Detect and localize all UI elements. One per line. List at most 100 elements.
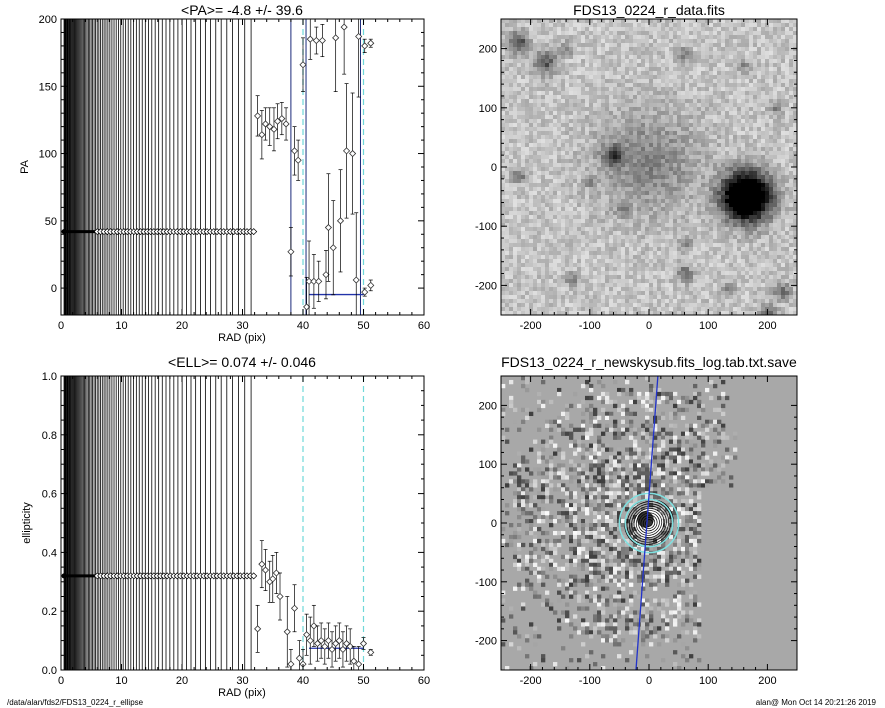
image-pixel <box>589 43 594 48</box>
image-pixel <box>661 51 666 56</box>
image-pixel <box>605 111 610 116</box>
image-pixel <box>613 47 618 52</box>
image-pixel <box>597 263 602 268</box>
image-pixel <box>689 55 694 60</box>
image-pixel <box>637 239 642 244</box>
image-pixel <box>533 211 538 216</box>
image-pixel <box>617 291 622 296</box>
image-pixel <box>513 43 518 48</box>
image-pixel <box>629 95 634 100</box>
image-pixel <box>581 183 586 188</box>
image-pixel <box>673 303 678 308</box>
image-pixel <box>621 159 626 164</box>
image-pixel <box>525 179 530 184</box>
x-tick-label: 50 <box>357 675 369 687</box>
image-pixel <box>689 271 694 276</box>
image-pixel <box>633 295 638 300</box>
image-pixel <box>617 91 622 96</box>
image-pixel <box>721 147 726 152</box>
image-pixel <box>673 235 678 240</box>
image-pixel <box>517 39 522 44</box>
image-pixel <box>605 167 610 172</box>
image-pixel <box>589 215 594 220</box>
image-pixel <box>669 207 674 212</box>
image-pixel <box>677 135 682 140</box>
data-point <box>317 637 325 645</box>
image-pixel <box>601 287 606 292</box>
image-pixel <box>665 63 670 68</box>
image-pixel <box>633 103 638 108</box>
image-pixel <box>577 51 582 56</box>
image-pixel <box>709 171 714 176</box>
image-pixel <box>665 87 670 92</box>
image-pixel <box>669 111 674 116</box>
image-pixel <box>597 127 602 132</box>
image-pixel <box>673 239 678 244</box>
center-marker <box>61 573 67 579</box>
image-pixel <box>541 219 546 224</box>
image-pixel <box>509 279 514 284</box>
y-tick-label: 100 <box>39 149 57 161</box>
image-pixel <box>513 279 518 284</box>
image-pixel <box>621 279 626 284</box>
image-pixel <box>537 79 542 84</box>
image-pixel <box>641 311 646 315</box>
image-pixel <box>621 135 626 140</box>
image-pixel <box>609 295 614 300</box>
image-pixel <box>509 115 514 120</box>
image-pixel <box>517 99 522 104</box>
image-pixel <box>505 123 510 128</box>
image-pixel <box>693 95 698 100</box>
image-pixel <box>713 199 718 204</box>
image-pixel <box>645 171 650 176</box>
image-pixel <box>501 219 506 224</box>
image-pixel <box>637 87 642 92</box>
data-point <box>367 39 375 47</box>
image-pixel <box>561 63 566 68</box>
image-pixel <box>673 263 678 268</box>
image-pixel <box>669 135 674 140</box>
image-pixel <box>621 115 626 120</box>
image-pixel <box>633 215 638 220</box>
image-pixel <box>577 219 582 224</box>
image-pixel <box>685 303 690 308</box>
image-pixel <box>541 55 546 60</box>
image-pixel <box>533 263 538 268</box>
image-pixel <box>573 211 578 216</box>
image-pixel <box>601 311 606 315</box>
image-pixel <box>713 39 718 44</box>
image-pixel <box>673 39 678 44</box>
image-pixel <box>693 303 698 308</box>
image-pixel <box>517 91 522 96</box>
image-pixel <box>593 183 598 188</box>
image-pixel <box>589 91 594 96</box>
image-pixel <box>581 279 586 284</box>
image-pixel <box>525 143 530 148</box>
image-pixel <box>697 155 702 160</box>
image-pixel <box>545 227 550 232</box>
image-pixel <box>645 175 650 180</box>
image-pixel <box>657 215 662 220</box>
image-pixel <box>557 187 562 192</box>
image-pixel <box>629 135 634 140</box>
image-pixel <box>717 175 722 180</box>
image-pixel <box>597 99 602 104</box>
image-pixel <box>617 195 622 200</box>
image-pixel <box>689 287 694 292</box>
data-point <box>310 277 318 285</box>
image-pixel <box>517 195 522 200</box>
image-pixel <box>561 55 566 60</box>
image-pixel <box>709 143 714 148</box>
image-pixel <box>625 135 630 140</box>
image-pixel <box>545 223 550 228</box>
image-pixel <box>597 251 602 256</box>
image-pixel <box>517 71 522 76</box>
image-pixel <box>617 127 622 132</box>
image-pixel <box>673 87 678 92</box>
image-pixel <box>573 143 578 148</box>
image-pixel <box>669 171 674 176</box>
image-pixel <box>589 99 594 104</box>
image-pixel <box>533 295 538 300</box>
image-pixel <box>505 223 510 228</box>
image-pixel <box>717 267 722 272</box>
